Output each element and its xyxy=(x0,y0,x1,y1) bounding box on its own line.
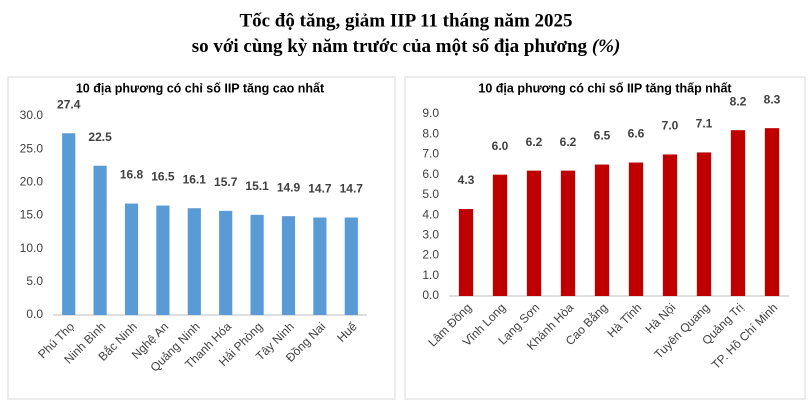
bar xyxy=(187,208,201,315)
value-label: 7.1 xyxy=(696,117,713,131)
value-label: 16.1 xyxy=(183,172,207,186)
bar xyxy=(93,165,107,315)
value-label: 14.7 xyxy=(308,182,332,196)
bar xyxy=(124,203,139,315)
value-label: 14.7 xyxy=(340,182,364,196)
value-label: 16.8 xyxy=(120,168,144,182)
y-tick-label: 2.0 xyxy=(422,248,439,262)
bar xyxy=(628,162,644,296)
bar xyxy=(281,216,296,315)
bar xyxy=(250,214,264,315)
chart-title: 10 địa phương có chỉ số IIP tăng cao nhấ… xyxy=(76,81,325,95)
bar xyxy=(344,217,358,315)
value-label: 6.5 xyxy=(594,129,611,143)
bar xyxy=(764,128,780,296)
y-tick-label: 25.0 xyxy=(20,141,44,155)
y-tick-label: 30.0 xyxy=(20,108,44,122)
bar xyxy=(730,130,746,296)
y-tick-label: 1.0 xyxy=(422,268,439,282)
bar xyxy=(156,205,170,315)
value-label: 22.5 xyxy=(88,130,112,144)
value-label: 8.2 xyxy=(730,94,747,108)
bar xyxy=(560,170,576,296)
y-tick-label: 7.0 xyxy=(422,147,439,161)
y-tick-label: 20.0 xyxy=(20,175,44,189)
chart-title: 10 địa phương có chỉ số IIP tăng thấp nh… xyxy=(478,81,732,95)
value-label: 7.0 xyxy=(662,119,679,133)
bar xyxy=(313,217,327,315)
bar xyxy=(492,174,508,296)
value-label: 15.7 xyxy=(214,175,238,189)
page-subtitle: so với cùng kỳ năm trước của một số địa … xyxy=(192,36,621,57)
bar xyxy=(696,152,712,296)
page-title: Tốc độ tăng, giảm IIP 11 tháng năm 2025 xyxy=(239,10,572,31)
bar xyxy=(662,154,678,296)
y-tick-label: 10.0 xyxy=(20,241,44,255)
bar xyxy=(219,210,233,315)
value-label: 6.0 xyxy=(492,139,509,153)
value-label: 6.2 xyxy=(526,135,543,149)
y-tick-label: 6.0 xyxy=(422,167,439,181)
y-tick-label: 3.0 xyxy=(422,228,439,242)
bar xyxy=(594,164,610,296)
value-label: 6.6 xyxy=(628,127,645,141)
subtitle-text: so với cùng kỳ năm trước của một số địa … xyxy=(192,36,588,57)
value-label: 4.3 xyxy=(458,173,475,187)
x-tick-label: Huế xyxy=(334,319,360,345)
y-tick-label: 9.0 xyxy=(422,106,439,120)
y-tick-label: 0.0 xyxy=(26,307,43,321)
panel-frame xyxy=(7,76,396,400)
value-label: 27.4 xyxy=(57,97,81,111)
bar xyxy=(62,133,76,315)
value-label: 8.3 xyxy=(764,92,781,106)
value-label: 6.2 xyxy=(560,135,577,149)
y-tick-label: 5.0 xyxy=(26,274,43,288)
value-label: 15.1 xyxy=(245,179,269,193)
y-tick-label: 4.0 xyxy=(422,207,439,221)
value-label: 16.5 xyxy=(151,170,175,184)
value-label: 14.9 xyxy=(277,180,301,194)
y-tick-label: 0.0 xyxy=(422,288,439,302)
y-tick-label: 8.0 xyxy=(422,126,439,140)
bar xyxy=(458,209,474,296)
bar xyxy=(526,170,542,296)
y-tick-label: 5.0 xyxy=(422,187,439,201)
unit: (%) xyxy=(592,36,620,57)
panel-frame xyxy=(404,76,806,400)
y-tick-label: 15.0 xyxy=(20,208,44,222)
x-tick-label: Hà Tĩnh xyxy=(604,300,644,340)
